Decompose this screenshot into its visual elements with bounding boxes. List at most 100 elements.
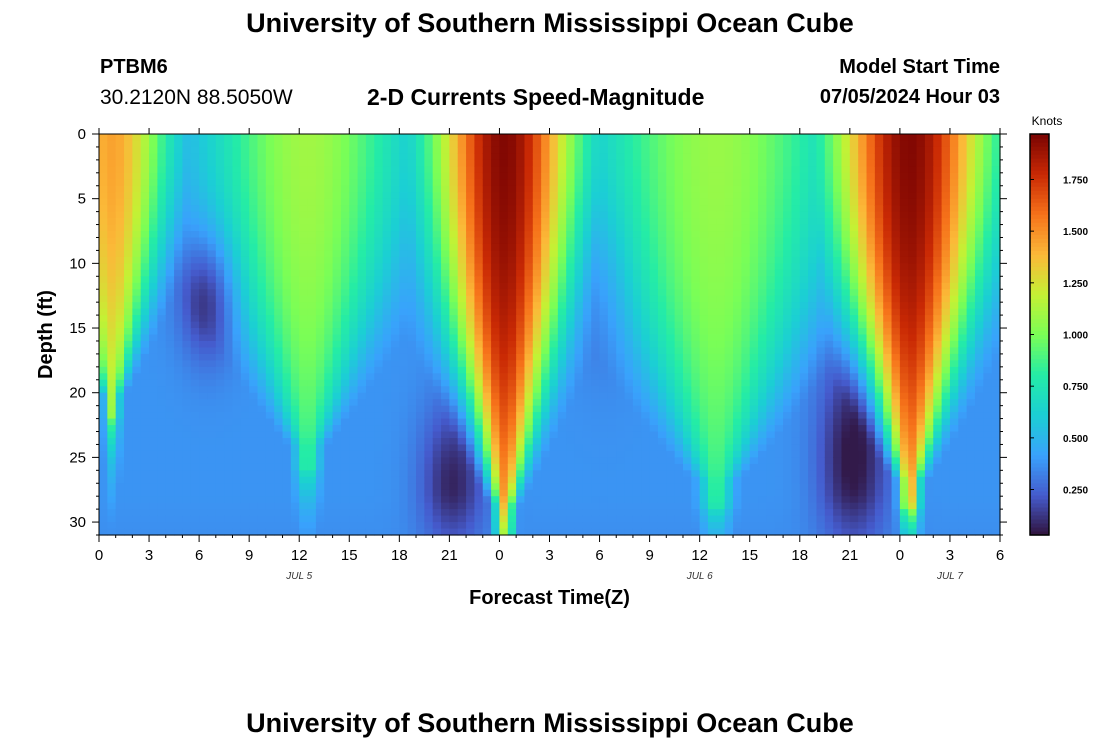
heatmap-cell: [190, 450, 200, 458]
heatmap-cell: [632, 373, 642, 381]
heatmap-cell: [607, 282, 617, 290]
heatmap-cell: [124, 321, 133, 329]
heatmap-cell: [165, 321, 175, 329]
heatmap-cell: [107, 347, 117, 355]
heatmap-cell: [416, 231, 425, 239]
heatmap-cell: [99, 412, 108, 420]
heatmap-cell: [499, 373, 509, 381]
heatmap-cell: [632, 476, 642, 484]
heatmap-cell: [332, 470, 342, 478]
heatmap-cell: [357, 315, 367, 323]
heatmap-cell: [733, 282, 742, 290]
heatmap-cell: [332, 347, 342, 355]
heatmap-cell: [741, 405, 751, 413]
heatmap-cell: [307, 425, 317, 433]
heatmap-cell: [524, 250, 534, 258]
heatmap-cell: [240, 515, 250, 523]
heatmap-cell: [716, 198, 726, 206]
heatmap-cell: [207, 218, 217, 226]
heatmap-cell: [708, 483, 717, 491]
heatmap-cell: [749, 205, 759, 213]
heatmap-cell: [674, 315, 684, 323]
heatmap-cell: [591, 321, 601, 329]
heatmap-cell: [282, 243, 292, 252]
heatmap-cell: [432, 224, 442, 232]
heatmap-cell: [449, 302, 459, 310]
heatmap-cell: [315, 470, 325, 478]
heatmap-cell: [524, 269, 534, 277]
heatmap-cell: [290, 405, 300, 413]
heatmap-cell: [324, 166, 334, 174]
heatmap-cell: [132, 528, 142, 536]
heatmap-cell: [549, 373, 559, 381]
heatmap-cell: [274, 496, 284, 504]
heatmap-cell: [649, 399, 659, 407]
heatmap-cell: [674, 302, 684, 310]
heatmap-cell: [499, 405, 509, 413]
heatmap-cell: [741, 457, 751, 465]
heatmap-cell: [624, 211, 634, 219]
heatmap-cell: [541, 192, 551, 200]
heatmap-cell: [733, 256, 742, 264]
heatmap-cell: [441, 457, 450, 465]
heatmap-cell: [357, 347, 367, 355]
heatmap-cell: [382, 457, 392, 465]
heatmap-cell: [733, 418, 742, 426]
heatmap-cell: [457, 179, 467, 187]
heatmap-cell: [516, 334, 526, 342]
heatmap-cell: [307, 437, 317, 446]
heatmap-cell: [741, 198, 751, 206]
heatmap-cell: [174, 134, 184, 142]
heatmap-cell: [365, 431, 375, 439]
heatmap-cell: [582, 159, 592, 167]
heatmap-cell: [249, 153, 259, 161]
heatmap-cell: [424, 528, 434, 536]
heatmap-cell: [457, 399, 467, 407]
heatmap-cell: [466, 392, 476, 400]
heatmap-cell: [315, 502, 325, 510]
heatmap-cell: [591, 302, 601, 310]
heatmap-cell: [365, 418, 375, 426]
heatmap-cell: [149, 412, 158, 420]
heatmap-cell: [349, 373, 359, 381]
heatmap-cell: [240, 185, 250, 193]
heatmap-cell: [682, 205, 692, 213]
heatmap-cell: [340, 444, 350, 452]
heatmap-cell: [232, 463, 242, 471]
heatmap-cell: [591, 418, 601, 426]
heatmap-cell: [549, 509, 559, 517]
heatmap-cell: [474, 476, 484, 484]
heatmap-cell: [541, 243, 551, 252]
heatmap-cell: [374, 166, 384, 174]
heatmap-cell: [315, 412, 325, 420]
heatmap-cell: [599, 282, 609, 290]
heatmap-cell: [733, 457, 742, 465]
heatmap-cell: [591, 140, 601, 148]
heatmap-cell: [708, 366, 717, 374]
heatmap-cell: [716, 224, 726, 232]
heatmap-cell: [157, 250, 167, 258]
heatmap-cell: [140, 431, 150, 439]
heatmap-cell: [708, 263, 717, 271]
heatmap-cell: [257, 140, 267, 148]
heatmap-cell: [424, 522, 434, 530]
heatmap-cell: [157, 276, 167, 284]
heatmap-cell: [716, 360, 726, 368]
heatmap-cell: [416, 211, 425, 219]
heatmap-cell: [424, 166, 434, 174]
heatmap-cell: [474, 140, 484, 148]
heatmap-cell: [616, 437, 626, 446]
heatmap-cell: [766, 276, 776, 284]
heatmap-cell: [716, 211, 726, 219]
heatmap-cell: [199, 153, 209, 161]
heatmap-cell: [224, 360, 234, 368]
heatmap-cell: [616, 470, 626, 478]
heatmap-cell: [157, 192, 167, 200]
heatmap-cell: [724, 366, 734, 374]
heatmap-cell: [766, 250, 776, 258]
heatmap-cell: [441, 269, 450, 277]
heatmap-cell: [324, 243, 334, 252]
heatmap-cell: [741, 463, 751, 471]
heatmap-cell: [624, 179, 634, 187]
heatmap-cell: [557, 185, 567, 193]
